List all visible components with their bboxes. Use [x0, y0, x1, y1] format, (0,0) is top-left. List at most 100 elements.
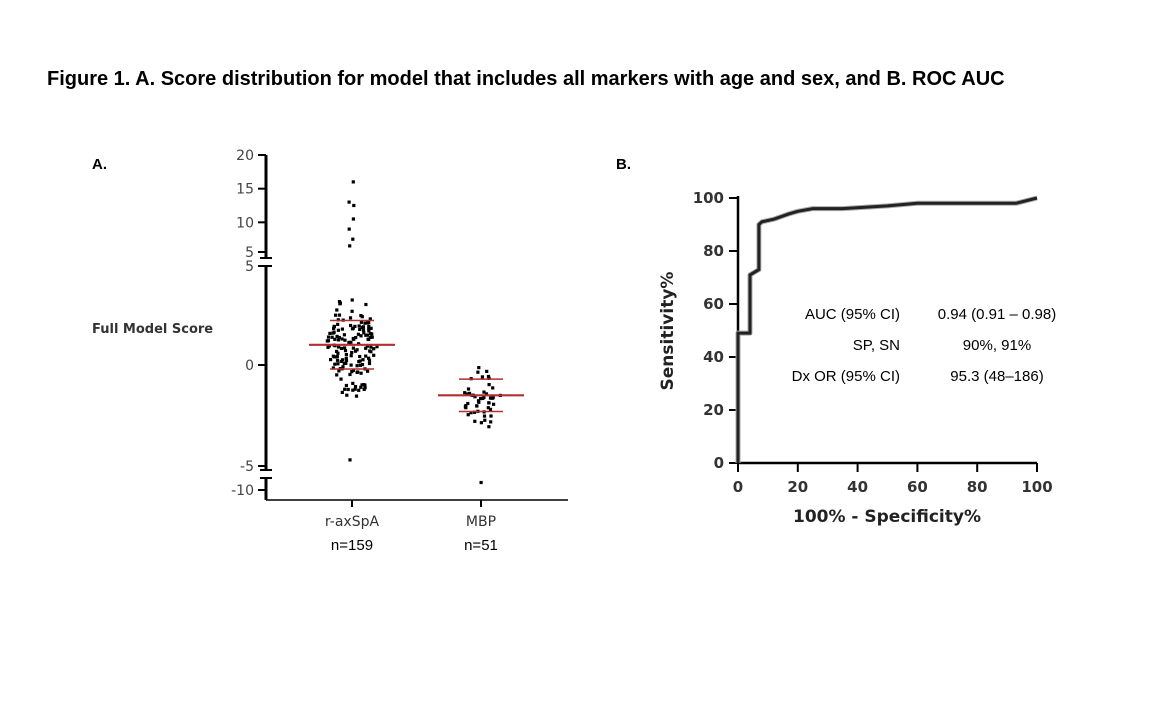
data-point-outlier	[348, 458, 352, 462]
data-point	[487, 401, 491, 405]
data-point	[486, 374, 491, 379]
data-point-outlier	[347, 200, 351, 204]
data-point	[337, 300, 342, 304]
data-point	[482, 390, 486, 394]
data-point	[358, 327, 362, 331]
data-point	[337, 369, 341, 373]
panel-b-axis	[736, 196, 1037, 465]
stat-auc-value: 0.94 (0.91 – 0.98)	[938, 306, 1056, 323]
data-point	[363, 386, 367, 390]
roc-y-tick-label: 40	[703, 348, 724, 366]
data-point	[367, 358, 372, 362]
data-point	[350, 370, 354, 374]
y-tick-label: 20	[236, 148, 254, 164]
data-point	[330, 335, 334, 339]
data-point	[353, 349, 358, 353]
roc-y-tick-label: 20	[703, 401, 724, 419]
data-point	[351, 381, 355, 385]
data-point	[349, 340, 353, 344]
data-point	[366, 369, 370, 373]
data-point	[482, 414, 487, 418]
data-point	[367, 329, 371, 333]
roc-curve-shadow	[735, 195, 1038, 463]
roc-y-tick-label: 100	[693, 189, 724, 207]
data-point	[365, 344, 369, 348]
data-point	[363, 383, 367, 387]
data-point	[348, 372, 352, 377]
data-point	[335, 349, 339, 353]
data-point	[335, 373, 339, 377]
data-point	[367, 327, 371, 331]
data-point	[481, 396, 485, 400]
data-point	[360, 325, 364, 330]
data-point	[361, 358, 365, 362]
stat-auc-label: AUC (95% CI)	[805, 306, 900, 323]
data-point	[372, 353, 376, 357]
data-point	[336, 328, 340, 332]
y-tick-label: 0	[245, 358, 254, 374]
data-point	[489, 414, 493, 418]
data-point	[339, 377, 343, 381]
data-point	[326, 335, 331, 339]
data-point	[344, 358, 349, 362]
data-point	[336, 338, 340, 342]
data-point	[357, 324, 361, 328]
y-tick-label: -5	[240, 459, 254, 475]
roc-curve	[736, 196, 1038, 463]
data-point	[364, 354, 368, 358]
roc-x-tick-label: 60	[907, 478, 928, 496]
data-point	[369, 326, 373, 330]
data-point	[473, 419, 477, 423]
data-point	[472, 410, 477, 414]
data-point	[367, 356, 371, 360]
data-point	[359, 371, 363, 375]
data-point	[344, 383, 348, 388]
data-point	[333, 337, 337, 341]
data-point	[466, 401, 470, 406]
stat-dxor-label: Dx OR (95% CI)	[792, 368, 900, 385]
data-point	[488, 407, 493, 411]
data-point	[336, 362, 340, 366]
data-point	[354, 336, 358, 340]
data-point	[362, 387, 366, 391]
data-point	[332, 324, 336, 328]
data-point	[329, 358, 333, 362]
roc-x-tick-label: 20	[787, 478, 808, 496]
data-point	[353, 385, 358, 389]
panel-a-ticks: 20 15 10 55 0 -5 -10	[231, 148, 266, 499]
roc-y-tick-label: 60	[703, 295, 724, 313]
data-point	[364, 302, 368, 307]
data-point	[351, 346, 355, 350]
data-point-outlier	[479, 480, 483, 485]
roc-x-tick-label: 100	[1021, 478, 1052, 496]
data-point	[357, 388, 361, 392]
data-point	[469, 411, 473, 415]
data-point	[466, 413, 470, 417]
panel-b-label: B.	[616, 156, 631, 173]
data-point	[372, 347, 376, 351]
data-point	[336, 322, 340, 326]
data-point	[339, 359, 343, 363]
data-point	[364, 333, 368, 337]
data-point	[350, 350, 354, 355]
data-point-outlier	[352, 203, 356, 208]
stat-spsn-label: SP, SN	[853, 337, 900, 354]
stat-dxor-value: 95.3 (48–186)	[950, 368, 1043, 385]
data-point	[356, 332, 360, 336]
data-point	[489, 420, 493, 424]
data-point	[465, 392, 469, 396]
roc-y-tick-label: 80	[703, 242, 724, 260]
data-point	[349, 323, 353, 328]
data-point	[473, 395, 477, 399]
group-label-raxspa: r-axSpA	[325, 514, 380, 530]
panel-a-label: A.	[92, 156, 107, 173]
data-point-outlier	[348, 244, 352, 248]
data-point	[360, 383, 364, 387]
data-point	[353, 324, 357, 328]
data-point	[360, 363, 365, 367]
data-point	[479, 397, 483, 401]
data-point	[485, 369, 489, 373]
group-label-mbp: MBP	[466, 514, 496, 530]
data-point	[484, 392, 489, 396]
